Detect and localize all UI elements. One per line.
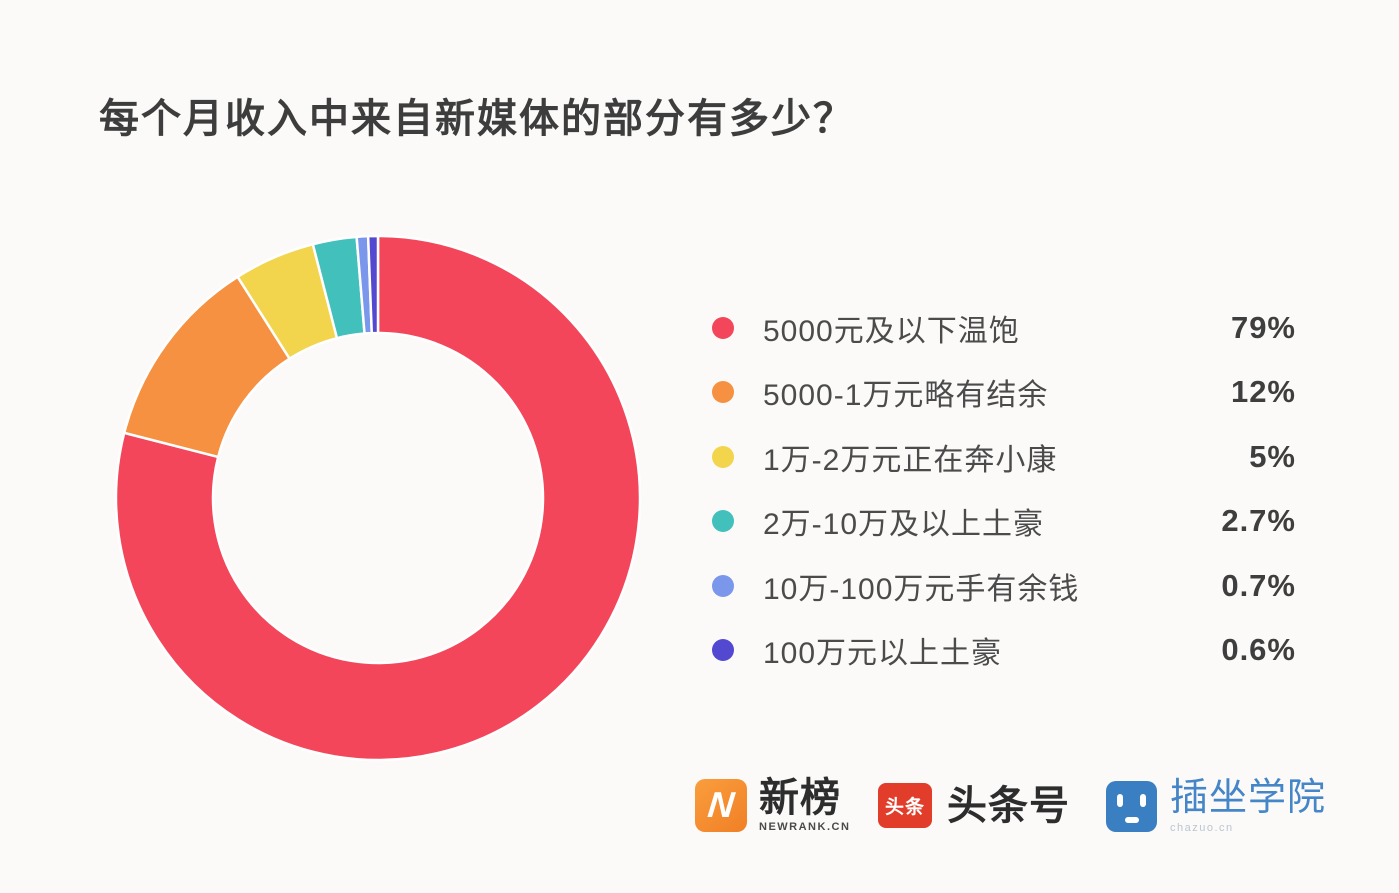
legend-value: 5%: [1249, 438, 1296, 474]
legend-dot-icon: [712, 317, 734, 339]
newrank-brand-sub: NEWRANK.CN: [759, 821, 851, 833]
legend-value: 79%: [1230, 310, 1296, 345]
chazuo-logo-icon: [1106, 780, 1157, 832]
legend-dot-icon: [712, 574, 734, 597]
legend-dot-icon: [712, 510, 734, 533]
legend-dot-icon: [712, 445, 734, 468]
legend-item: 10万-100万元手有余钱 0.7%: [700, 566, 1296, 606]
brand-newrank: N 新榜 NEWRANK.CN: [695, 777, 850, 833]
legend-value: 12%: [1230, 374, 1296, 410]
chazuo-face-mouth-icon: [1124, 816, 1139, 823]
chazuo-brand-name: 插坐学院: [1170, 777, 1327, 819]
donut-segment-5: [366, 234, 380, 335]
newrank-logo-icon: N: [695, 778, 747, 832]
legend-item: 1万-2万元正在奔小康 5%: [700, 437, 1296, 477]
legend-label: 5000元及以下温饱: [763, 315, 1020, 348]
legend-item: 100万元以上土豪 0.6%: [700, 630, 1296, 670]
legend-value: 2.7%: [1221, 503, 1296, 539]
legend-label: 5000-1万元略有结余: [763, 379, 1049, 413]
chazuo-brand-sub: chazuo.cn: [1170, 821, 1234, 834]
newrank-brand-name: 新榜: [759, 776, 841, 820]
brand-toutiao: 头条 头条号: [878, 783, 1070, 828]
legend-label: 10万-100万元手有余钱: [763, 572, 1080, 606]
legend-label: 1万-2万元正在奔小康: [763, 443, 1058, 477]
brand-chazuo: 插坐学院 chazuo.cn: [1106, 777, 1327, 834]
donut-chart: [114, 234, 642, 762]
legend-dot-icon: [712, 638, 734, 661]
legend-dot-icon: [712, 381, 734, 404]
newrank-n-glyph: N: [705, 784, 737, 825]
legend-label: 100万元以上土豪: [763, 636, 1003, 670]
toutiao-brand-name: 头条号: [947, 783, 1070, 828]
legend-item: 5000-1万元略有结余 12%: [700, 372, 1296, 412]
page-title: 每个月收入中来自新媒体的部分有多少？: [99, 97, 855, 141]
legend-value: 0.6%: [1221, 631, 1296, 667]
legend-label: 2万-10万及以上土豪: [763, 508, 1045, 542]
chart-legend: 5000元及以下温饱 79% 5000-1万元略有结余 12% 1万-2万元正在…: [700, 308, 1296, 670]
legend-item: 2万-10万及以上土豪 2.7%: [700, 501, 1296, 541]
legend-item: 5000元及以下温饱 79%: [700, 308, 1296, 348]
chazuo-face-eye-icon: [1140, 793, 1146, 807]
donut-segment-0: [114, 234, 642, 762]
legend-value: 0.7%: [1221, 567, 1296, 603]
toutiao-icon-label: 头条: [884, 797, 925, 818]
toutiao-logo-icon: 头条: [878, 783, 932, 828]
chazuo-face-eye-icon: [1117, 793, 1123, 807]
